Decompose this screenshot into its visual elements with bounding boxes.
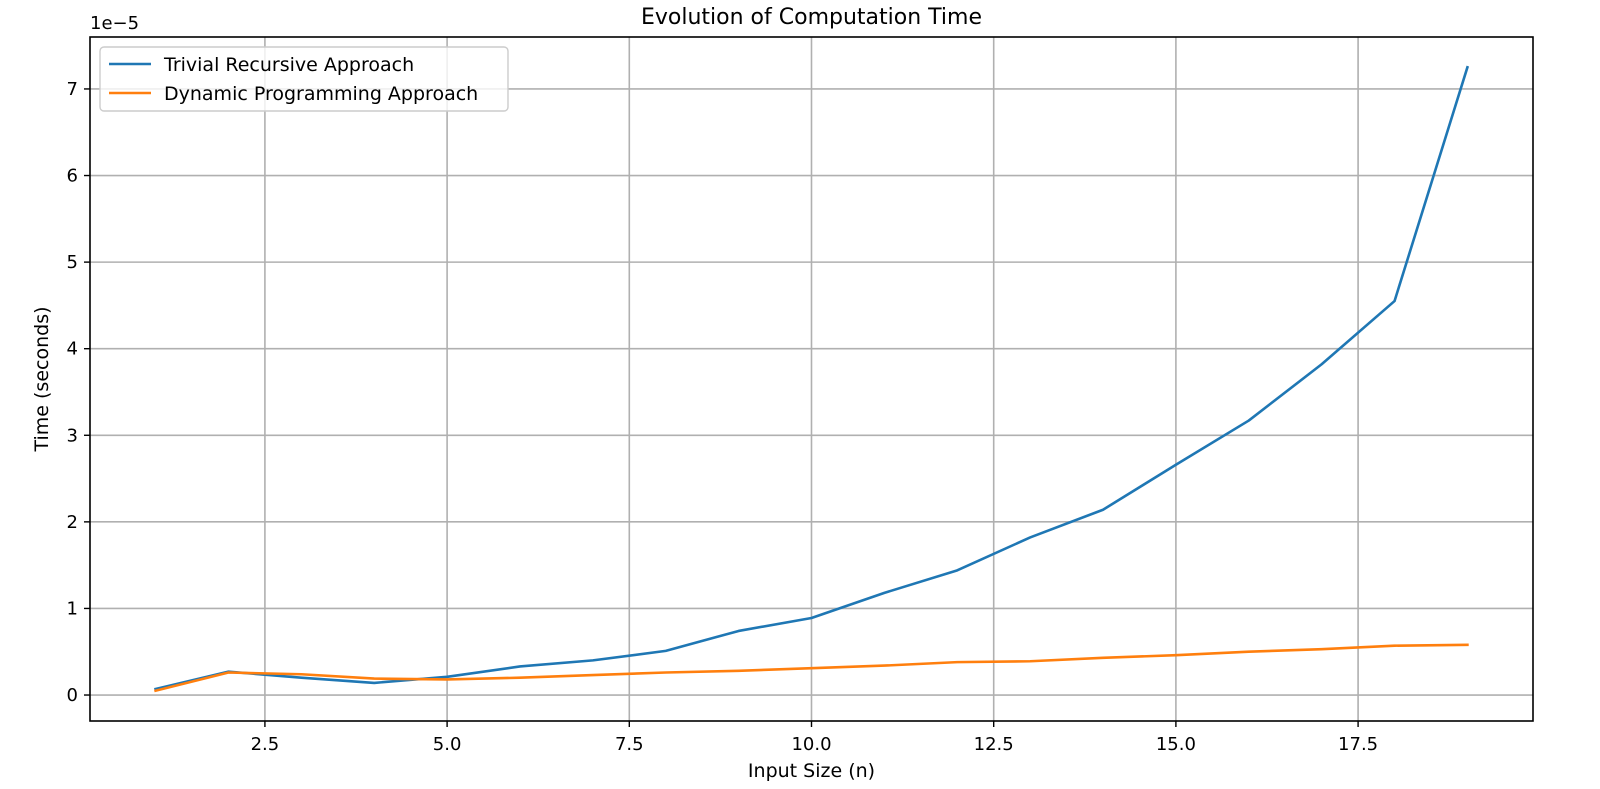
y-tick-label: 3	[67, 425, 78, 446]
x-tick-label: 15.0	[1156, 734, 1196, 755]
x-axis: 2.5 5.0 7.5 10.0 12.5 15.0 17.5	[251, 721, 1378, 755]
legend-box	[99, 46, 509, 112]
y-tick-label: 0	[67, 685, 78, 706]
chart-title: Evolution of Computation Time	[641, 5, 982, 30]
y-tick-label: 5	[67, 252, 78, 273]
y-tick-label: 1	[67, 598, 78, 619]
y-axis-offset-label: 1e−5	[90, 13, 139, 34]
x-axis-label: Input Size (n)	[748, 760, 875, 782]
y-tick-label: 7	[67, 79, 78, 100]
y-tick-label: 2	[67, 512, 78, 533]
x-tick-label: 10.0	[791, 734, 831, 755]
x-tick-label: 17.5	[1338, 734, 1378, 755]
legend-entry-label: Dynamic Programming Approach	[164, 83, 478, 105]
series-layer	[154, 65, 1470, 693]
x-tick-label: 7.5	[615, 734, 644, 755]
legend-entry-label: Trivial Recursive Approach	[163, 54, 414, 76]
series-line-dynamic-programming	[154, 643, 1469, 693]
y-axis: 0 1 2 3 4 5 6 7	[67, 79, 90, 706]
grid	[90, 37, 1533, 721]
y-tick-label: 6	[67, 166, 78, 187]
x-tick-label: 5.0	[433, 734, 462, 755]
y-tick-label: 4	[67, 339, 78, 360]
series-line-trivial-recursive	[154, 65, 1470, 691]
y-axis-label: Time (seconds)	[31, 306, 53, 452]
x-tick-label: 2.5	[251, 734, 280, 755]
x-tick-label: 12.5	[974, 734, 1014, 755]
legend: Trivial Recursive Approach Dynamic Progra…	[99, 46, 509, 112]
